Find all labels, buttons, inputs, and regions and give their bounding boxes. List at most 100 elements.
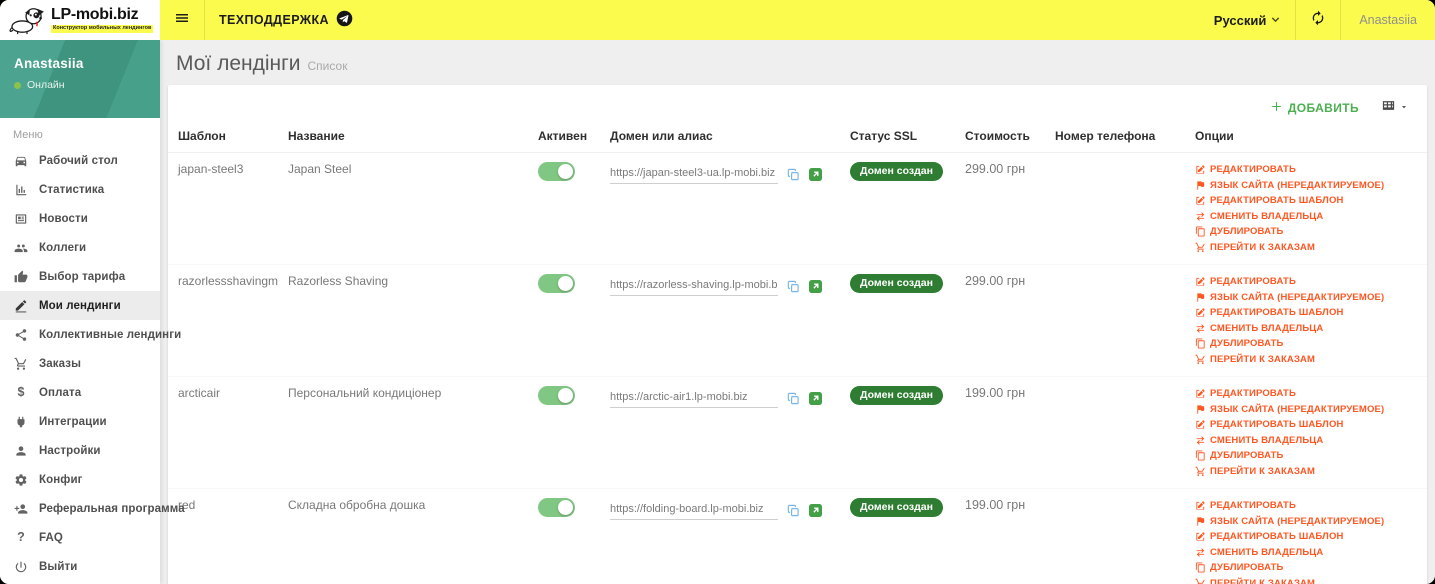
option-edit-template[interactable]: РЕДАКТИРОВАТЬ ШАБЛОН <box>1195 417 1417 433</box>
option-duplicate[interactable]: ДУБЛИРОВАТЬ <box>1195 224 1417 240</box>
user-menu[interactable]: Anastasiia <box>1341 0 1435 40</box>
option-change-owner[interactable]: СМЕНИТЬ ВЛАДЕЛЬЦА <box>1195 321 1417 337</box>
table-row: japan-steel3 Japan Steel Домен создан 29… <box>168 152 1427 265</box>
menu-label: Меню <box>13 129 43 141</box>
domain-input[interactable] <box>610 276 778 296</box>
option-site-language[interactable]: ЯЗЫК САЙТА (НЕРЕДАКТИРУЕМОЕ) <box>1195 402 1417 418</box>
active-toggle[interactable] <box>538 162 575 181</box>
edit-icon <box>1195 388 1206 399</box>
cart-icon <box>13 356 29 372</box>
sidebar-item-my-landings[interactable]: Мои лендинги <box>0 291 160 320</box>
option-change-owner[interactable]: СМЕНИТЬ ВЛАДЕЛЬЦА <box>1195 433 1417 449</box>
cart-icon <box>1195 578 1206 584</box>
option-go-to-orders[interactable]: ПЕРЕЙТИ К ЗАКАЗАМ <box>1195 240 1417 256</box>
price: 199.00 грн <box>965 386 1026 400</box>
sidebar-item-orders[interactable]: Заказы <box>0 349 160 378</box>
chevron-down-icon <box>1270 13 1281 28</box>
copy-icon[interactable] <box>787 280 800 296</box>
edit-icon <box>1195 276 1206 287</box>
flag-icon <box>1195 292 1206 303</box>
sidebar-item-config[interactable]: Конфиг <box>0 465 160 494</box>
option-edit[interactable]: РЕДАКТИРОВАТЬ <box>1195 274 1417 290</box>
language-selector[interactable]: Русский <box>1200 0 1296 40</box>
plug-icon <box>13 414 29 430</box>
table-row: arcticair Персональний кондиціонер Домен… <box>168 376 1427 489</box>
domain-input[interactable] <box>610 164 778 184</box>
copy-icon[interactable] <box>787 392 800 408</box>
sidebar-item-dashboard[interactable]: Рабочий стол <box>0 146 160 175</box>
price: 199.00 грн <box>965 498 1026 512</box>
sidebar-item-tariff[interactable]: Выбор тарифа <box>0 262 160 291</box>
exchange-icon <box>1195 211 1206 222</box>
sidebar-item-settings[interactable]: Настройки <box>0 436 160 465</box>
option-duplicate[interactable]: ДУБЛИРОВАТЬ <box>1195 448 1417 464</box>
sidebar-item-colleagues[interactable]: Коллеги <box>0 233 160 262</box>
domain-input[interactable] <box>610 500 778 520</box>
sidebar-item-payment[interactable]: $ Оплата <box>0 378 160 407</box>
option-go-to-orders[interactable]: ПЕРЕЙТИ К ЗАКАЗАМ <box>1195 464 1417 480</box>
option-site-language[interactable]: ЯЗЫК САЙТА (НЕРЕДАКТИРУЕМОЕ) <box>1195 178 1417 194</box>
ssl-status-badge: Домен создан <box>850 274 943 293</box>
sidebar-item-referral[interactable]: Реферальная программа <box>0 494 185 523</box>
external-link-icon[interactable] <box>809 392 822 408</box>
landing-name: Складна обробна дошка <box>288 498 426 512</box>
sidebar-item-news[interactable]: Новости <box>0 204 160 233</box>
exchange-icon <box>1195 323 1206 334</box>
ssl-status-badge: Домен создан <box>850 386 943 405</box>
external-link-icon[interactable] <box>809 168 822 184</box>
copy-icon[interactable] <box>787 504 800 520</box>
language-label: Русский <box>1213 12 1267 28</box>
landing-name: Razorless Shaving <box>288 274 389 288</box>
option-edit-template[interactable]: РЕДАКТИРОВАТЬ ШАБЛОН <box>1195 193 1417 209</box>
flag-icon <box>1195 516 1206 527</box>
table-view-dropdown[interactable] <box>1381 98 1409 118</box>
ssl-status-badge: Домен создан <box>850 498 943 517</box>
caret-down-icon <box>1399 99 1409 117</box>
table-row: razorlessshavingm Razorless Shaving Доме… <box>168 264 1427 377</box>
sidebar-item-logout[interactable]: Выйти <box>0 552 160 581</box>
domain-input[interactable] <box>610 388 778 408</box>
col-header-domain: Домен или алиас <box>600 122 840 153</box>
add-landing-button[interactable]: ДОБАВИТЬ <box>1270 100 1359 116</box>
users-icon <box>13 240 29 256</box>
telegram-icon <box>336 10 353 30</box>
option-change-owner[interactable]: СМЕНИТЬ ВЛАДЕЛЬЦА <box>1195 545 1417 561</box>
option-duplicate[interactable]: ДУБЛИРОВАТЬ <box>1195 336 1417 352</box>
external-link-icon[interactable] <box>809 280 822 296</box>
sidebar-item-statistics[interactable]: Статистика <box>0 175 160 204</box>
signature-icon <box>13 298 29 314</box>
option-change-owner[interactable]: СМЕНИТЬ ВЛАДЕЛЬЦА <box>1195 209 1417 225</box>
sidebar-item-integrations[interactable]: Интеграции <box>0 407 160 436</box>
option-go-to-orders[interactable]: ПЕРЕЙТИ К ЗАКАЗАМ <box>1195 576 1417 584</box>
option-edit[interactable]: РЕДАКТИРОВАТЬ <box>1195 498 1417 514</box>
page-title: Мої лендінги <box>176 52 301 75</box>
option-edit[interactable]: РЕДАКТИРОВАТЬ <box>1195 162 1417 178</box>
logo[interactable]: LP-mobi.biz Конструктор мобильных лендин… <box>0 0 160 40</box>
sidebar-item-faq[interactable]: ? FAQ <box>0 523 160 552</box>
active-toggle[interactable] <box>538 274 575 293</box>
active-toggle[interactable] <box>538 386 575 405</box>
user-plus-icon <box>13 501 29 517</box>
sidebar-item-collective-landings[interactable]: Коллективные лендинги <box>0 320 181 349</box>
sidebar-toggle-button[interactable] <box>160 0 205 40</box>
option-site-language[interactable]: ЯЗЫК САЙТА (НЕРЕДАКТИРУЕМОЕ) <box>1195 514 1417 530</box>
refresh-button[interactable] <box>1295 0 1342 40</box>
question-icon: ? <box>17 530 25 545</box>
landing-name: Japan Steel <box>288 162 352 176</box>
col-header-options: Опции <box>1185 122 1427 153</box>
duplicate-icon <box>1195 450 1206 461</box>
option-go-to-orders[interactable]: ПЕРЕЙТИ К ЗАКАЗАМ <box>1195 352 1417 368</box>
duplicate-icon <box>1195 562 1206 573</box>
plus-icon <box>1270 100 1283 116</box>
option-edit-template[interactable]: РЕДАКТИРОВАТЬ ШАБЛОН <box>1195 305 1417 321</box>
option-duplicate[interactable]: ДУБЛИРОВАТЬ <box>1195 560 1417 576</box>
option-edit-template[interactable]: РЕДАКТИРОВАТЬ ШАБЛОН <box>1195 529 1417 545</box>
copy-icon[interactable] <box>787 168 800 184</box>
support-button[interactable]: ТЕХПОДДЕРЖКА <box>205 0 367 40</box>
option-site-language[interactable]: ЯЗЫК САЙТА (НЕРЕДАКТИРУЕМОЕ) <box>1195 290 1417 306</box>
active-toggle[interactable] <box>538 498 575 517</box>
option-edit[interactable]: РЕДАКТИРОВАТЬ <box>1195 386 1417 402</box>
cart-icon <box>1195 466 1206 477</box>
news-icon <box>13 211 29 227</box>
external-link-icon[interactable] <box>809 504 822 520</box>
